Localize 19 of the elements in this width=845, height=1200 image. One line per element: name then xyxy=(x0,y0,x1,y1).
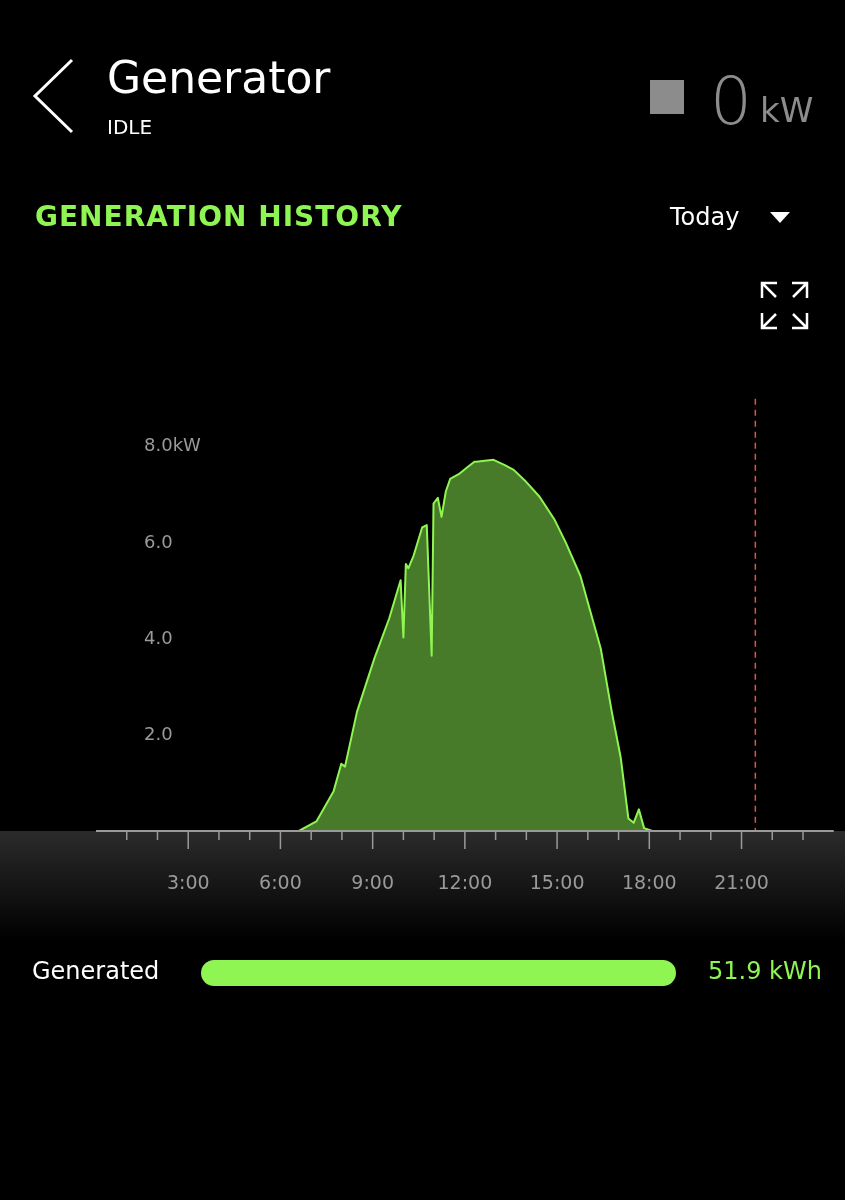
y-tick-label: 6.0 xyxy=(144,530,173,552)
text: Generated xyxy=(32,957,160,985)
chart-title: GENERATION HISTORY xyxy=(35,200,403,233)
x-tick-label: 15:00 xyxy=(529,871,585,894)
x-tick-label: 21:00 xyxy=(714,871,769,894)
text: 51.9 kWh xyxy=(708,957,822,985)
text: Generator xyxy=(107,52,331,103)
y-tick-label: 2.0 xyxy=(144,722,173,744)
x-tick-label: 9:00 xyxy=(351,871,394,894)
y-tick-label: 4.0 xyxy=(144,626,173,648)
y-tick-label: 8.0kW xyxy=(144,434,202,456)
text: kW xyxy=(760,90,814,130)
x-tick-label: 18:00 xyxy=(621,871,677,894)
x-tick-label: 3:00 xyxy=(166,871,210,894)
x-tick-label: 12:00 xyxy=(437,871,493,894)
text: IDLE xyxy=(107,115,153,139)
text: 0 xyxy=(710,62,752,142)
x-tick-label: 6:00 xyxy=(259,871,302,894)
text: Today xyxy=(670,203,740,231)
